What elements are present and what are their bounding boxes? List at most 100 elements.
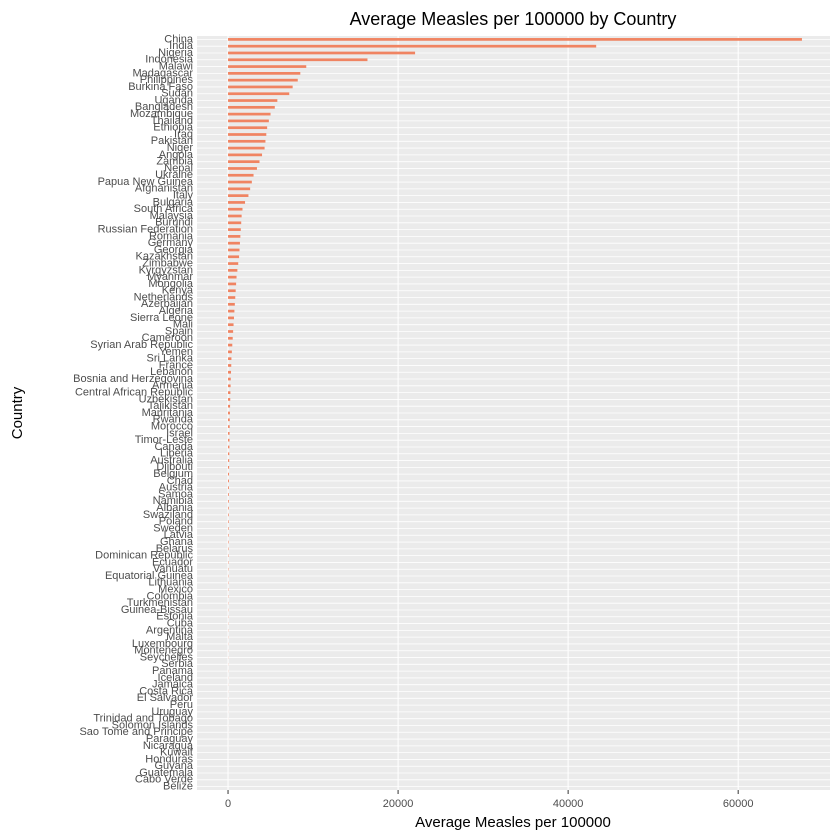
bar	[228, 133, 267, 136]
y-tick-label: Vanuatu	[153, 563, 193, 575]
y-tick-label: Cuba	[167, 617, 194, 629]
y-tick-label: Bulgaria	[153, 196, 194, 208]
x-axis-label: Average Measles per 100000	[415, 814, 611, 831]
bar	[228, 527, 229, 530]
y-tick-label: Equatorial Guinea	[105, 570, 194, 582]
y-tick-label: Montenegro	[134, 645, 193, 657]
bar	[228, 105, 275, 109]
y-tick-label: Armenia	[152, 380, 194, 392]
y-tick-label: Cameroon	[142, 332, 193, 344]
y-tick-label: Samoa	[158, 488, 194, 500]
bar	[228, 391, 231, 394]
y-tick-label: El Salvador	[137, 692, 194, 704]
y-tick-label: Turkmenistan	[127, 597, 193, 609]
bar	[228, 506, 229, 510]
y-tick-label: Sierra Leone	[130, 312, 193, 324]
chart-title: Average Measles per 100000 by Country	[350, 9, 677, 29]
bar	[228, 44, 597, 48]
y-tick-label: Germany	[148, 237, 194, 249]
bar	[228, 479, 229, 483]
bar	[228, 330, 234, 333]
y-tick-label: Serbia	[161, 658, 194, 670]
bar	[228, 343, 233, 347]
bar	[228, 377, 231, 381]
y-tick-label: Philippines	[140, 74, 194, 86]
bar	[228, 119, 269, 123]
bar	[228, 445, 230, 449]
y-tick-label: Sri Lanka	[147, 353, 194, 365]
y-tick-label: Bosnia and Herzegovina	[73, 373, 194, 385]
y-tick-label: Afghanistan	[135, 183, 193, 195]
bar	[228, 255, 240, 259]
y-tick-label: Paraguay	[146, 733, 194, 745]
bar	[228, 282, 237, 286]
y-tick-label: Sweden	[153, 522, 193, 534]
y-tick-label: Angola	[159, 149, 194, 161]
y-tick-label: Uzbekistan	[139, 393, 193, 405]
y-tick-label: Djibouti	[156, 461, 193, 473]
y-tick-label: Sudan	[161, 88, 193, 100]
bar	[228, 126, 268, 130]
bar	[228, 248, 240, 252]
y-tick-label: Panama	[152, 665, 194, 677]
bar	[228, 289, 236, 293]
y-tick-label: Dominican Republic	[95, 550, 193, 562]
bar	[228, 99, 278, 102]
bar	[228, 316, 234, 320]
y-tick-label: Trinidad and Tobago	[93, 713, 193, 725]
bar	[228, 153, 263, 157]
bar	[228, 92, 290, 96]
bar	[228, 58, 368, 62]
x-tick-label: 40000	[553, 798, 584, 810]
bar	[228, 364, 232, 367]
y-tick-label: Madagascar	[132, 67, 193, 79]
y-tick-label: Romania	[149, 230, 194, 242]
y-tick-label: Iceland	[158, 672, 193, 684]
y-tick-label: Myanmar	[147, 271, 193, 283]
y-tick-label: Guatemala	[139, 767, 194, 779]
y-tick-label: Chad	[167, 475, 193, 487]
y-tick-label: Russian Federation	[98, 224, 193, 236]
bar	[228, 432, 230, 435]
y-tick-label: China	[164, 33, 194, 45]
y-tick-label: Morocco	[151, 420, 193, 432]
y-tick-label: Indonesia	[145, 54, 194, 66]
y-tick-label: Costa Rica	[139, 685, 194, 697]
y-tick-label: Mauritania	[142, 407, 194, 419]
y-tick-label: Swaziland	[143, 509, 193, 521]
y-tick-label: Timor-Leste	[135, 434, 193, 446]
bar	[228, 459, 230, 462]
bar	[228, 438, 230, 442]
y-tick-label: Nicaragua	[143, 740, 194, 752]
y-tick-label: Niger	[167, 142, 194, 154]
y-tick-label: Ukraine	[155, 169, 193, 181]
bar	[228, 187, 251, 191]
y-tick-label: Israel	[166, 427, 193, 439]
bar	[228, 309, 235, 313]
y-tick-label: Australia	[150, 454, 194, 466]
bar	[228, 65, 307, 68]
y-tick-label: Cabo Verde	[135, 774, 193, 786]
bar	[228, 262, 239, 265]
y-tick-label: Guinea-Bissau	[121, 604, 193, 616]
y-tick-label: India	[169, 40, 194, 52]
bar	[228, 302, 235, 306]
y-tick-label: Nigeria	[158, 47, 194, 59]
y-tick-label: France	[159, 359, 193, 371]
bar	[228, 472, 230, 476]
y-tick-label: Seychelles	[140, 651, 194, 663]
bar	[228, 194, 249, 197]
y-tick-label: Burundi	[155, 217, 193, 229]
y-tick-label: Kuwait	[160, 747, 193, 759]
bar	[228, 520, 229, 524]
bar	[228, 173, 254, 177]
y-tick-label: Azerbaijan	[141, 298, 193, 310]
y-tick-label: Solomon Islands	[112, 719, 194, 731]
bar	[228, 411, 230, 415]
bar	[228, 51, 416, 55]
bar	[228, 296, 236, 299]
y-axis-label: Country	[9, 386, 26, 439]
y-tick-label: Mexico	[158, 584, 193, 596]
y-tick-label: Lithuania	[148, 577, 194, 589]
